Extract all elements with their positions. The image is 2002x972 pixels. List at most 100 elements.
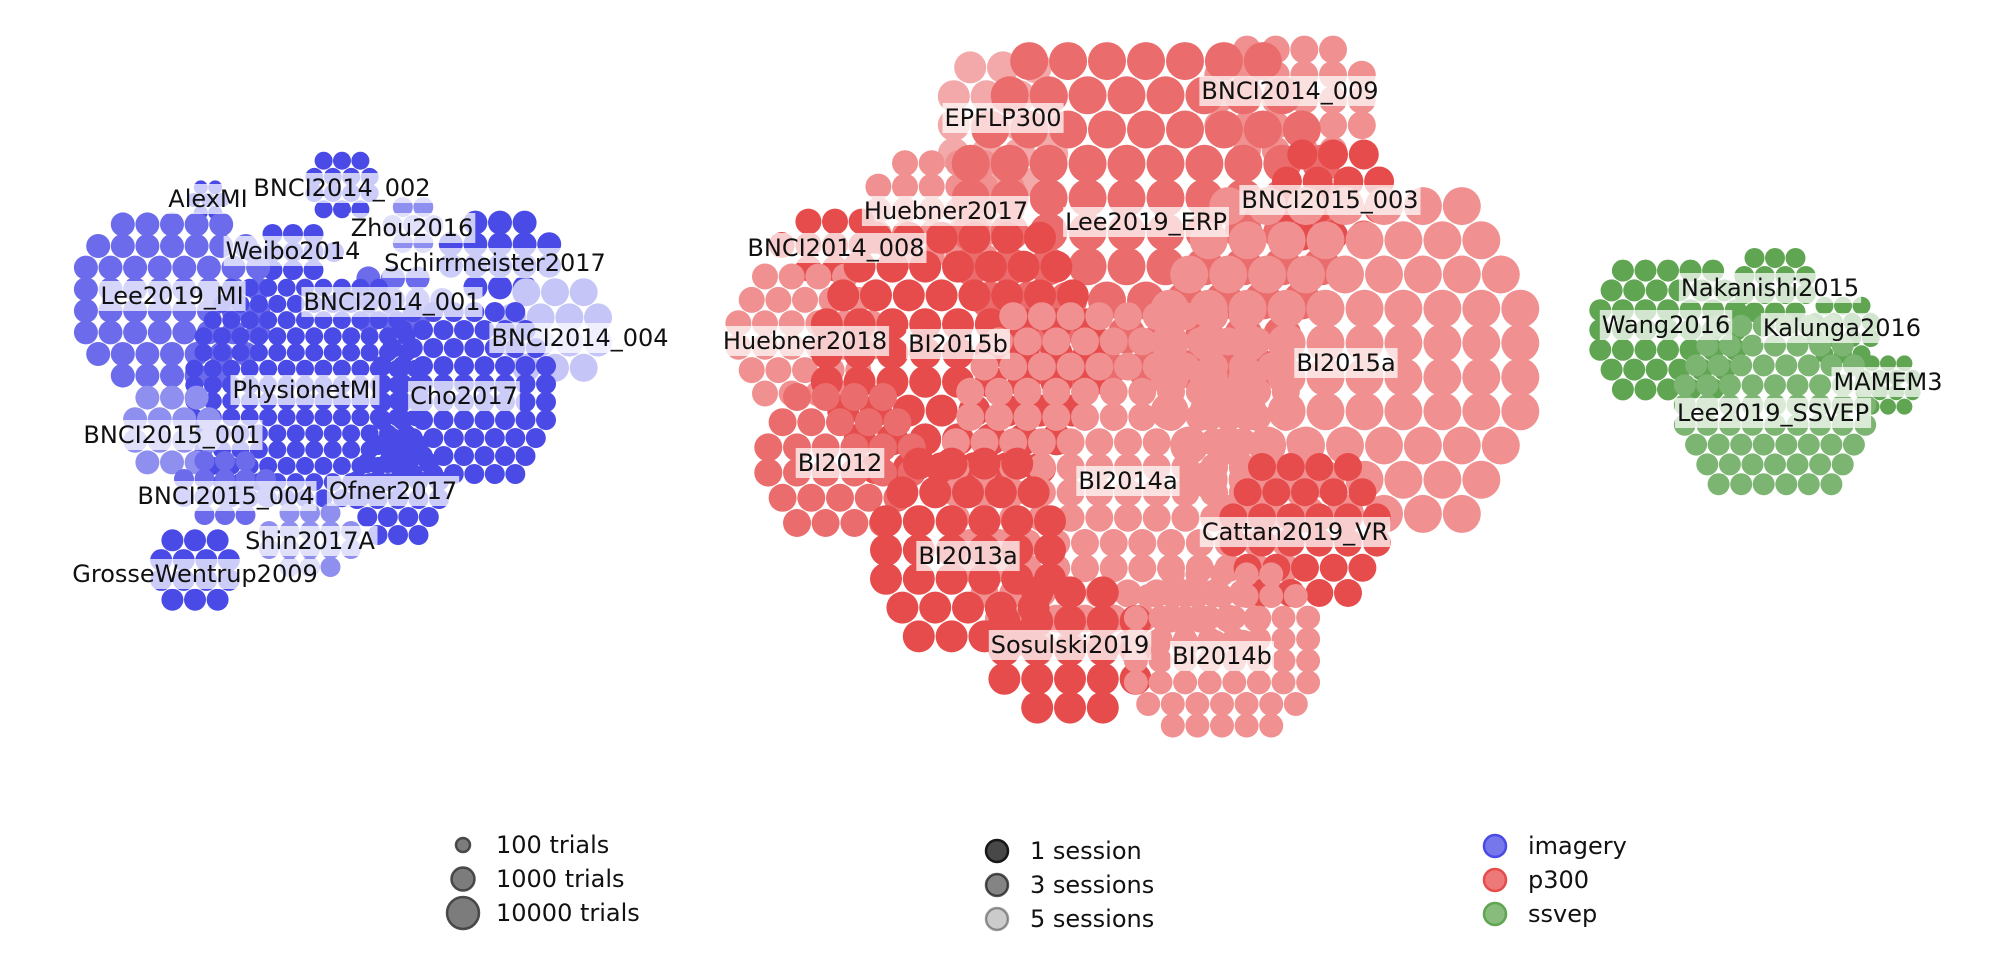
dataset-label: Cho2017 (410, 382, 518, 410)
trial-dot (854, 483, 883, 512)
trial-dot (1752, 473, 1775, 496)
trial-dot (185, 359, 204, 378)
trial-dot (956, 403, 985, 431)
trial-dot (1611, 338, 1634, 361)
trial-dot (1071, 327, 1099, 356)
trial-dot (184, 234, 209, 258)
trial-dot (1029, 144, 1068, 183)
label-physionetmi: PhysionetMI (230, 375, 380, 405)
trial-dot (1148, 605, 1173, 630)
trial-dot (811, 383, 840, 411)
trial-dot (433, 410, 454, 430)
label-background (135, 481, 317, 511)
legend: 100 trials 1000 trials 10000 trials 1 sess… (445, 831, 1627, 933)
trial-dot (1589, 338, 1612, 361)
trial-dot (194, 327, 213, 346)
trial-dot (974, 250, 1007, 283)
trial-dot (952, 476, 984, 509)
trial-dot (1197, 670, 1222, 695)
trial-dot (952, 591, 984, 624)
trial-dot (1234, 562, 1259, 587)
dataset-label: Huebner2017 (864, 197, 1028, 225)
trial-dot (1831, 453, 1854, 476)
trial-dot (342, 424, 361, 443)
trial-dot (765, 286, 792, 313)
trial-dot (231, 343, 250, 362)
trial-dot (408, 435, 429, 455)
trial-dot (454, 446, 474, 466)
label-ofner2017: Ofner2017 (326, 476, 460, 506)
trial-dot (474, 410, 495, 430)
trial-dot (1797, 433, 1820, 456)
trial-dot (1296, 605, 1321, 630)
legend-sessions-item: 1 session (984, 837, 1142, 865)
trial-dot (1423, 323, 1462, 362)
trial-dot (935, 505, 968, 538)
label-background (166, 184, 250, 214)
trial-dot (342, 440, 361, 459)
trial-dot (569, 353, 598, 382)
dataset-label: GrosseWentrup2009 (72, 560, 318, 588)
trial-dot (351, 408, 370, 427)
legend-marker (984, 906, 1010, 932)
dataset-label: Huebner2018 (723, 327, 887, 355)
trial-dot (805, 263, 832, 290)
trial-dot (1107, 247, 1146, 286)
trial-dot (1290, 35, 1319, 64)
trial-dot (1442, 426, 1481, 465)
trial-dot (515, 446, 536, 466)
trial-dot (919, 476, 952, 509)
trial-dot (1283, 692, 1308, 716)
legend-marker (984, 872, 1010, 898)
trial-dot (1501, 358, 1540, 397)
trial-dot (172, 320, 197, 345)
trial-dot (320, 503, 341, 523)
trial-dot (1171, 302, 1200, 331)
trial-dot (1259, 584, 1284, 608)
trial-dot (277, 278, 296, 297)
trial-dot (840, 383, 869, 411)
trial-dot (1257, 352, 1286, 381)
trial-dot (1287, 255, 1325, 294)
trial-dot (1114, 579, 1142, 608)
trial-dot (1222, 670, 1247, 695)
trial-dot (1384, 221, 1423, 260)
label-zhou2016: Zhou2016 (348, 213, 476, 243)
trial-dot (1071, 377, 1099, 406)
label-mamem3: MAMEM3 (1831, 367, 1945, 397)
trial-dot (515, 392, 536, 412)
trial-dot (1171, 428, 1200, 457)
trial-dot (1797, 473, 1820, 496)
trial-dot (1696, 334, 1719, 357)
trial-dot (1365, 426, 1403, 465)
trial-dot (795, 208, 822, 235)
trial-dot (1071, 403, 1099, 431)
trial-dot (1157, 403, 1185, 431)
trial-dot (1086, 576, 1119, 609)
trial-dot (1271, 670, 1296, 695)
label-background (1199, 76, 1381, 106)
trial-dot (1348, 553, 1377, 582)
trial-dot (1423, 289, 1462, 328)
trial-dot (1501, 392, 1540, 431)
trial-dot (1224, 144, 1263, 183)
trial-dot (1248, 255, 1287, 294)
label-background (70, 559, 320, 589)
trial-dot (958, 279, 991, 312)
trial-dot (988, 662, 1021, 695)
trial-dot (1007, 250, 1040, 283)
trial-dot (110, 342, 135, 366)
trial-dot (1271, 627, 1296, 652)
label-bnci2014-001: BNCI2014_001 (301, 287, 483, 317)
trial-dot (1128, 327, 1157, 356)
trial-dot (1462, 392, 1501, 431)
trial-dot (332, 359, 351, 378)
trial-dot (738, 286, 765, 313)
trial-dot (268, 343, 287, 362)
trial-dot (892, 150, 918, 177)
trial-dot (1021, 691, 1054, 724)
dataset-label: BNCI2014_008 (747, 234, 924, 262)
trial-dot (902, 447, 935, 480)
dataset-label: Shin2017A (245, 527, 375, 555)
